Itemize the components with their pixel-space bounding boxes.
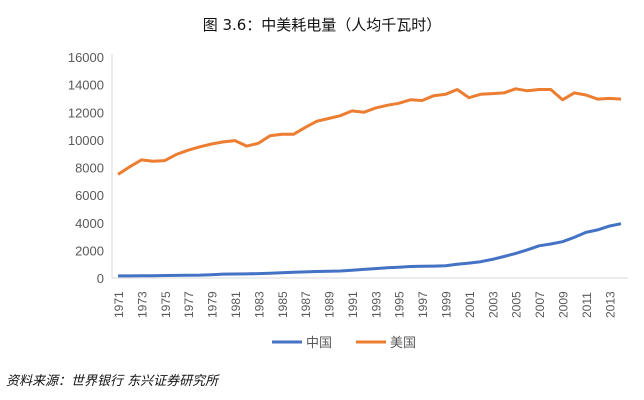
x-tick-label: 1999 — [440, 291, 454, 318]
x-tick-label: 2013 — [603, 291, 617, 318]
y-tick-label: 6000 — [75, 188, 104, 203]
y-tick-label: 0 — [97, 271, 104, 286]
x-tick-label: 2001 — [463, 291, 477, 318]
x-tick-label: 1995 — [393, 291, 407, 318]
legend-label: 美国 — [390, 336, 416, 351]
x-tick-label: 1979 — [206, 291, 220, 318]
y-tick-label: 2000 — [75, 243, 104, 258]
source-note: 资料来源：世界银行 东兴证券研究所 — [6, 374, 219, 389]
x-tick-label: 1977 — [182, 291, 196, 318]
y-tick-label: 16000 — [68, 50, 104, 65]
y-tick-label: 10000 — [68, 133, 104, 148]
x-tick-label: 1983 — [252, 291, 266, 318]
x-tick-label: 1981 — [229, 291, 243, 318]
series-line-usa — [117, 87, 622, 176]
y-tick-label: 4000 — [75, 216, 104, 231]
x-tick-label: 1975 — [159, 291, 173, 318]
x-tick-label: 1987 — [299, 291, 313, 318]
x-tick-label: 1997 — [416, 291, 430, 318]
x-tick-label: 1985 — [276, 291, 290, 318]
chart-title: 图 3.6：中美耗电量（人均千瓦时） — [202, 16, 442, 34]
x-tick-label: 1993 — [369, 291, 383, 318]
y-tick-label: 8000 — [75, 161, 104, 176]
x-tick-label: 2005 — [510, 291, 524, 318]
x-tick-label: 1971 — [112, 291, 126, 318]
x-tick-label: 2011 — [580, 292, 594, 318]
x-tick-label: 2003 — [486, 291, 500, 318]
x-tick-label: 2007 — [533, 291, 547, 318]
x-tick-label: 1973 — [135, 291, 149, 318]
x-tick-label: 2009 — [557, 291, 571, 318]
y-tick-label: 14000 — [68, 78, 104, 93]
x-tick-label: 1991 — [346, 291, 360, 318]
y-tick-label: 12000 — [68, 105, 104, 120]
x-tick-label: 1989 — [323, 291, 337, 318]
series-line-china — [118, 222, 622, 278]
legend-label: 中国 — [306, 336, 332, 351]
